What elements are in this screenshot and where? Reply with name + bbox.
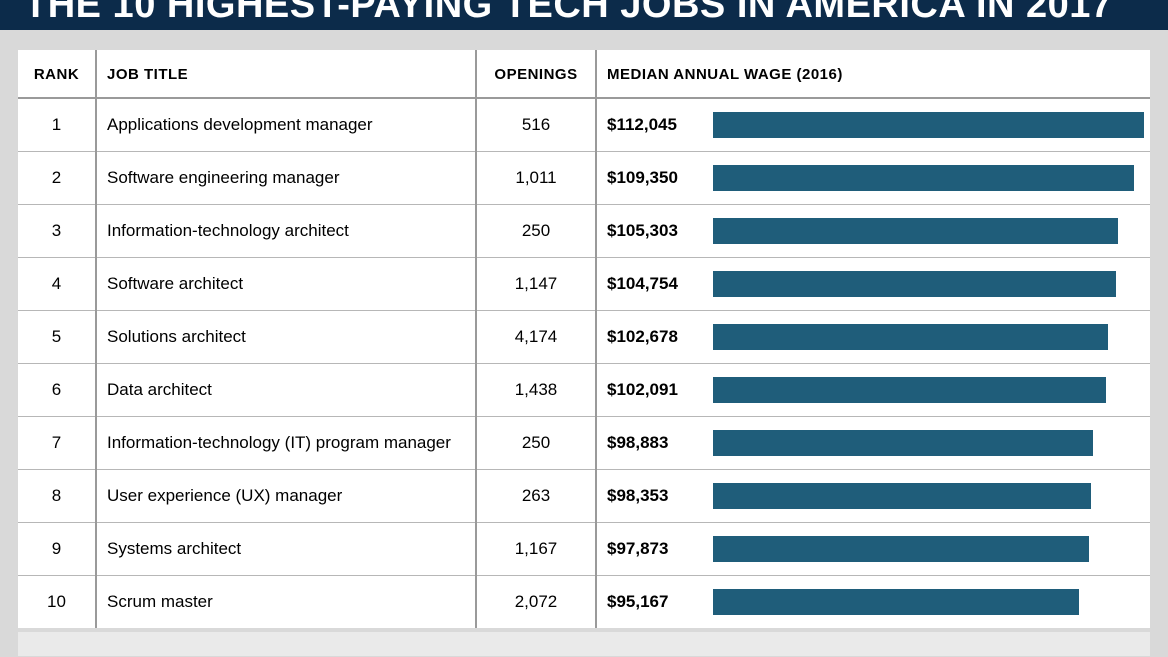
- cell-rank: 3: [18, 205, 96, 258]
- cell-openings: 250: [476, 205, 596, 258]
- wage-bar: [713, 536, 1089, 562]
- table-row: 9Systems architect1,167 $97,873: [18, 523, 1150, 576]
- cell-job-title: Systems architect: [96, 523, 476, 576]
- table-row: 5Solutions architect4,174 $102,678: [18, 311, 1150, 364]
- table-row: 10Scrum master2,072 $95,167: [18, 576, 1150, 629]
- wage-bar-track: [713, 324, 1144, 350]
- cell-job-title: Software architect: [96, 258, 476, 311]
- wage-value: $105,303: [607, 221, 685, 241]
- wage-bar: [713, 112, 1144, 138]
- cell-job-title: Solutions architect: [96, 311, 476, 364]
- cell-openings: 1,147: [476, 258, 596, 311]
- jobs-table-container: RANK JOB TITLE OPENINGS MEDIAN ANNUAL WA…: [18, 50, 1150, 628]
- cell-job-title: Information-technology (IT) program mana…: [96, 417, 476, 470]
- table-row: 4Software architect1,147 $104,754: [18, 258, 1150, 311]
- wage-bar: [713, 430, 1093, 456]
- wage-bar-track: [713, 589, 1144, 615]
- cell-rank: 6: [18, 364, 96, 417]
- cell-wage: $102,091: [596, 364, 1150, 417]
- wage-value: $95,167: [607, 592, 685, 612]
- cell-job-title: Software engineering manager: [96, 152, 476, 205]
- wage-bar-track: [713, 483, 1144, 509]
- table-row: 6Data architect1,438 $102,091: [18, 364, 1150, 417]
- wage-value: $98,353: [607, 486, 685, 506]
- cell-rank: 5: [18, 311, 96, 364]
- col-header-wage: MEDIAN ANNUAL WAGE (2016): [596, 50, 1150, 98]
- wage-bar: [713, 483, 1091, 509]
- cell-openings: 1,011: [476, 152, 596, 205]
- cell-rank: 10: [18, 576, 96, 629]
- table-row: 7Information-technology (IT) program man…: [18, 417, 1150, 470]
- table-row: 1Applications development manager516 $112…: [18, 98, 1150, 152]
- wage-bar-track: [713, 165, 1144, 191]
- table-row: 8User experience (UX) manager263 $98,353: [18, 470, 1150, 523]
- wage-value: $104,754: [607, 274, 685, 294]
- cell-openings: 250: [476, 417, 596, 470]
- cell-openings: 516: [476, 98, 596, 152]
- cell-openings: 4,174: [476, 311, 596, 364]
- wage-value: $102,091: [607, 380, 685, 400]
- cell-wage: $109,350: [596, 152, 1150, 205]
- cell-job-title: User experience (UX) manager: [96, 470, 476, 523]
- wage-bar-track: [713, 112, 1144, 138]
- wage-bar-track: [713, 271, 1144, 297]
- cell-openings: 1,438: [476, 364, 596, 417]
- cell-wage: $102,678: [596, 311, 1150, 364]
- wage-value: $112,045: [607, 115, 685, 135]
- wage-bar: [713, 218, 1118, 244]
- cell-job-title: Information-technology architect: [96, 205, 476, 258]
- wage-value: $97,873: [607, 539, 685, 559]
- cell-openings: 1,167: [476, 523, 596, 576]
- cell-wage: $105,303: [596, 205, 1150, 258]
- jobs-table: RANK JOB TITLE OPENINGS MEDIAN ANNUAL WA…: [18, 50, 1150, 628]
- wage-bar: [713, 271, 1116, 297]
- wage-bar-track: [713, 218, 1144, 244]
- cell-job-title: Applications development manager: [96, 98, 476, 152]
- cell-job-title: Data architect: [96, 364, 476, 417]
- title-banner: THE 10 HIGHEST-PAYING TECH JOBS IN AMERI…: [0, 0, 1168, 30]
- wage-bar-track: [713, 536, 1144, 562]
- table-row: 2Software engineering manager1,011 $109,3…: [18, 152, 1150, 205]
- wage-bar-track: [713, 377, 1144, 403]
- cell-job-title: Scrum master: [96, 576, 476, 629]
- cell-rank: 1: [18, 98, 96, 152]
- col-header-rank: RANK: [18, 50, 96, 98]
- wage-bar: [713, 377, 1106, 403]
- cell-rank: 9: [18, 523, 96, 576]
- col-header-openings: OPENINGS: [476, 50, 596, 98]
- cell-rank: 2: [18, 152, 96, 205]
- cell-wage: $112,045: [596, 98, 1150, 152]
- cell-openings: 263: [476, 470, 596, 523]
- col-header-job-title: JOB TITLE: [96, 50, 476, 98]
- cell-wage: $98,883: [596, 417, 1150, 470]
- cell-openings: 2,072: [476, 576, 596, 629]
- wage-bar-track: [713, 430, 1144, 456]
- cell-wage: $104,754: [596, 258, 1150, 311]
- cell-wage: $95,167: [596, 576, 1150, 629]
- wage-bar: [713, 589, 1079, 615]
- table-header-row: RANK JOB TITLE OPENINGS MEDIAN ANNUAL WA…: [18, 50, 1150, 98]
- table-row: 3Information-technology architect250 $105…: [18, 205, 1150, 258]
- wage-bar: [713, 165, 1134, 191]
- cell-rank: 8: [18, 470, 96, 523]
- cell-rank: 7: [18, 417, 96, 470]
- cell-wage: $97,873: [596, 523, 1150, 576]
- footer-strip: [18, 632, 1150, 656]
- cell-rank: 4: [18, 258, 96, 311]
- wage-bar: [713, 324, 1108, 350]
- page-title: THE 10 HIGHEST-PAYING TECH JOBS IN AMERI…: [24, 0, 1113, 24]
- wage-value: $102,678: [607, 327, 685, 347]
- wage-value: $109,350: [607, 168, 685, 188]
- cell-wage: $98,353: [596, 470, 1150, 523]
- wage-value: $98,883: [607, 433, 685, 453]
